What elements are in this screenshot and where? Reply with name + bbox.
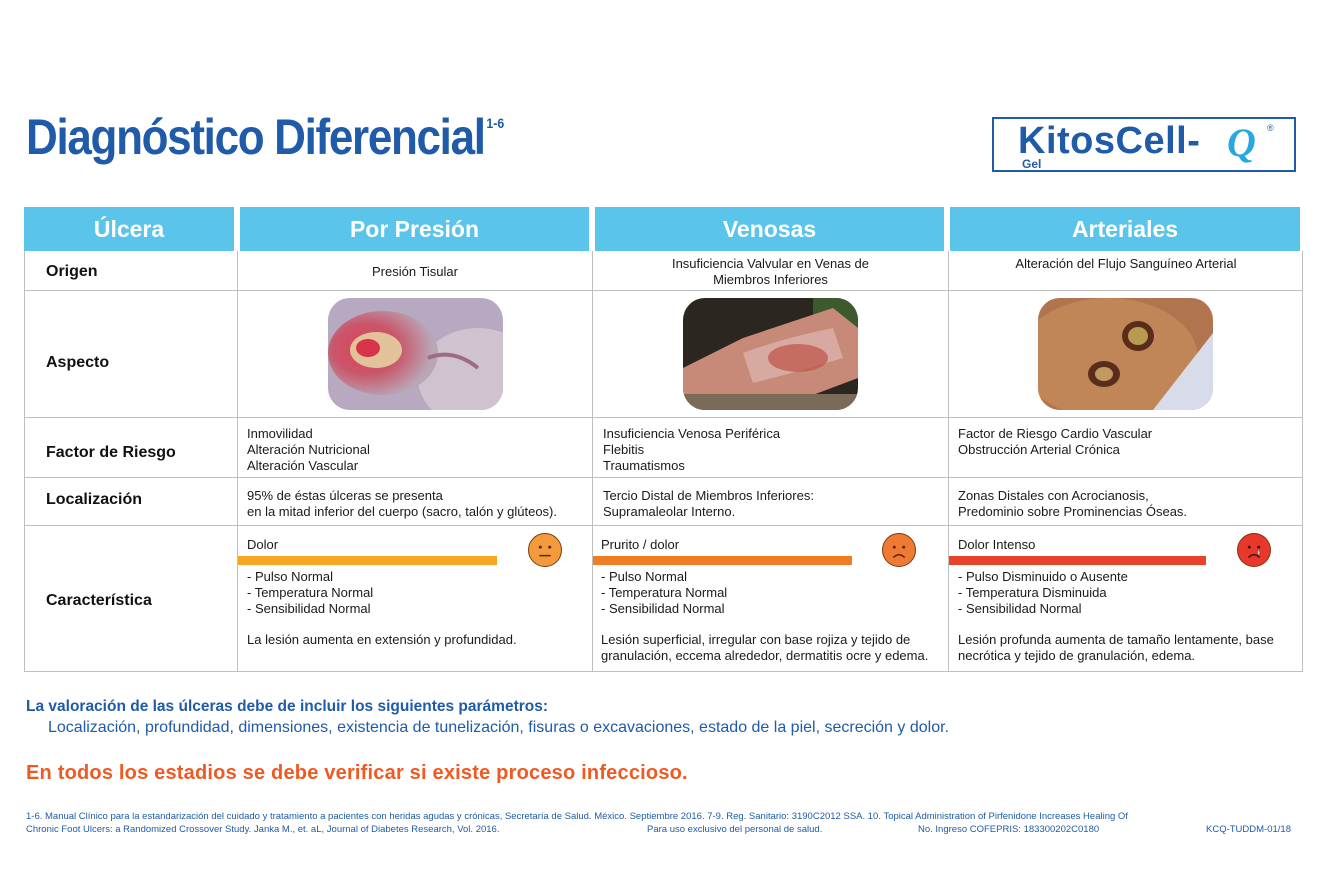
row-label-origen: Origen	[46, 263, 98, 280]
signs-venosas: - Pulso Normal - Temperatura Normal - Se…	[601, 569, 727, 616]
footer-references-line2: Chronic Foot Ulcers: a Randomized Crosso…	[26, 824, 500, 835]
logo-gel: Gel	[1022, 157, 1042, 171]
localizacion-presion: 95% de éstas úlceras se presenta en la m…	[247, 488, 557, 520]
desc-line: Lesión profunda aumenta de tamaño lentam…	[958, 632, 1274, 647]
sign-item: - Temperatura Normal	[601, 584, 728, 600]
neutral-face-icon	[528, 533, 562, 567]
signs-presion: - Pulso Normal - Temperatura Normal - Se…	[247, 569, 373, 616]
footer-cofepris: No. Ingreso COFEPRIS: 183300202C0180	[918, 824, 1100, 835]
pain-bar-venosas	[593, 556, 852, 565]
origen-venosas-line: Insuficiencia Valvular en Venas de	[671, 256, 870, 271]
factor-item: Traumatismos	[603, 457, 685, 473]
header-ulcera: Úlcera	[24, 207, 234, 251]
origen-arteriales: Alteración del Flujo Sanguíneo Arterial	[1015, 256, 1237, 271]
sad-face-icon	[882, 533, 916, 567]
infection-warning: En todos los estadios se debe verificar …	[26, 762, 688, 784]
localizacion-line: Predominio sobre Prominencias Óseas.	[958, 503, 1188, 519]
sign-item: - Sensibilidad Normal	[601, 600, 725, 616]
row-label-factor-riesgo: Factor de Riesgo	[46, 444, 176, 461]
row-divider	[25, 290, 1302, 291]
table-body: Origen Presión Tisular Insuficiencia Val…	[24, 251, 1303, 672]
factor-venosas: Insuficiencia Venosa Periférica Flebitis…	[603, 426, 780, 473]
origen-venosas: Insuficiencia Valvular en Venas de Miemb…	[593, 256, 948, 288]
origen-venosas-line: Miembros Inferiores	[713, 271, 828, 287]
factor-item: Alteración Vascular	[247, 457, 359, 473]
footer-code: KCQ-TUDDM-01/18	[1206, 824, 1291, 835]
row-label-caracteristica: Característica	[46, 592, 152, 609]
sign-item: - Temperatura Disminuida	[958, 584, 1107, 600]
row-divider	[25, 417, 1302, 418]
desc-venosas: Lesión superficial, irregular con base r…	[601, 632, 928, 664]
valoracion-title: La valoración de las úlceras debe de inc…	[26, 698, 549, 715]
localizacion-line: en la mitad inferior del cuerpo (sacro, …	[247, 503, 557, 519]
pain-label-presion: Dolor	[247, 537, 279, 552]
factor-item: Factor de Riesgo Cardio Vascular	[958, 426, 1153, 441]
signs-arteriales: - Pulso Disminuido o Ausente - Temperatu…	[958, 569, 1128, 616]
localizacion-line: Tercio Distal de Miembros Inferiores:	[603, 488, 814, 503]
row-label-aspecto: Aspecto	[46, 354, 110, 371]
factor-item: Alteración Nutricional	[247, 441, 370, 457]
pain-bar-presion	[238, 556, 497, 565]
pain-bar-arteriales	[949, 556, 1206, 565]
header-venosas: Venosas	[595, 207, 944, 251]
page-title-text: Diagnóstico Diferencial	[26, 109, 486, 165]
row-divider	[25, 525, 1302, 526]
pressure-ulcer-photo	[328, 298, 503, 410]
footer-references-line1: 1-6. Manual Clínico para la estandarizac…	[26, 811, 1128, 822]
factor-arteriales: Factor de Riesgo Cardio Vascular Obstruc…	[958, 426, 1152, 458]
column-divider	[592, 251, 593, 671]
factor-item: Flebitis	[603, 441, 645, 457]
desc-presion: La lesión aumenta en extensión y profund…	[247, 632, 517, 648]
desc-line: Lesión superficial, irregular con base r…	[601, 632, 911, 647]
desc-line: La lesión aumenta en extensión y profund…	[247, 632, 517, 647]
logo-registered: ®	[1267, 123, 1274, 133]
pain-label-arteriales: Dolor Intenso	[958, 537, 1036, 552]
localizacion-venosas: Tercio Distal de Miembros Inferiores: Su…	[603, 488, 814, 520]
logo-brand: KitosCell-	[1018, 120, 1201, 162]
factor-item: Obstrucción Arterial Crónica	[958, 441, 1120, 457]
row-label-localizacion: Localización	[46, 491, 143, 508]
sign-item: - Pulso Normal	[247, 569, 333, 584]
localizacion-line: Supramaleolar Interno.	[603, 503, 736, 519]
sign-item: - Sensibilidad Normal	[958, 600, 1082, 616]
arterial-ulcer-photo	[1038, 298, 1213, 410]
page-title: Diagnóstico Diferencial 1-6	[26, 109, 505, 165]
localizacion-arteriales: Zonas Distales con Acrocianosis, Predomi…	[958, 488, 1187, 520]
factor-item: Inmovilidad	[247, 426, 313, 441]
sign-item: - Pulso Normal	[601, 569, 687, 584]
localizacion-line: 95% de éstas úlceras se presenta	[247, 488, 443, 503]
footer-disclaimer: Para uso exclusivo del personal de salud…	[647, 824, 823, 835]
logo-q: Q	[1227, 120, 1256, 165]
desc-line: granulación, eccema alrededor, dermatiti…	[601, 647, 929, 663]
sign-item: - Sensibilidad Normal	[247, 600, 371, 616]
factor-item: Insuficiencia Venosa Periférica	[603, 426, 781, 441]
title-reference: 1-6	[486, 115, 505, 131]
localizacion-line: Zonas Distales con Acrocianosis,	[958, 488, 1149, 503]
header-arteriales: Arteriales	[950, 207, 1300, 251]
valoracion-body: Localización, profundidad, dimensiones, …	[48, 719, 949, 736]
origen-presion: Presión Tisular	[372, 264, 458, 279]
header-por-presion: Por Presión	[240, 207, 589, 251]
venous-ulcer-photo	[683, 298, 858, 410]
sign-item: - Temperatura Normal	[247, 584, 374, 600]
desc-line: necrótica y tejido de granulación, edema…	[958, 647, 1196, 663]
desc-arteriales: Lesión profunda aumenta de tamaño lentam…	[958, 632, 1274, 664]
column-divider	[948, 251, 949, 671]
kitoscell-logo: KitosCell- Q ® Gel	[992, 117, 1296, 172]
factor-presion: Inmovilidad Alteración Nutricional Alter…	[247, 426, 370, 473]
pain-label-venosas: Prurito / dolor	[601, 537, 680, 552]
crying-face-icon	[1237, 533, 1271, 567]
column-divider	[237, 251, 238, 671]
sign-item: - Pulso Disminuido o Ausente	[958, 569, 1128, 584]
row-divider	[25, 477, 1302, 478]
